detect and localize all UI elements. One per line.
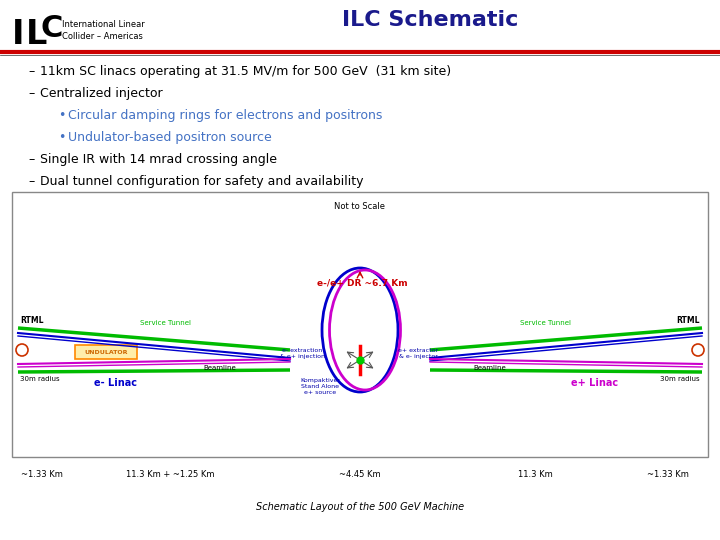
- Bar: [12, 192, 708, 457]
- Text: e- Linac: e- Linac: [94, 378, 137, 388]
- Text: ~4.45 Km: ~4.45 Km: [339, 470, 381, 479]
- Text: RTML: RTML: [20, 316, 43, 325]
- Text: Circular damping rings for electrons and positrons: Circular damping rings for electrons and…: [68, 109, 382, 122]
- Text: RTML: RTML: [677, 316, 700, 325]
- Bar: [75, 345, 137, 359]
- Text: e-/e+ DR ~6.7 Km: e-/e+ DR ~6.7 Km: [317, 278, 408, 287]
- Text: Single IR with 14 mrad crossing angle: Single IR with 14 mrad crossing angle: [40, 153, 277, 166]
- Text: e+ extractor
& e- injector: e+ extractor & e- injector: [398, 348, 438, 359]
- Text: UNDULATOR: UNDULATOR: [84, 349, 127, 354]
- Text: •: •: [58, 131, 66, 144]
- Text: Undulator-based positron source: Undulator-based positron source: [68, 131, 271, 144]
- Text: International Linear
Collider – Americas: International Linear Collider – Americas: [62, 20, 145, 41]
- Text: ILC Schematic: ILC Schematic: [342, 10, 518, 30]
- Text: –: –: [28, 65, 35, 78]
- Text: 11.3 Km: 11.3 Km: [518, 470, 552, 479]
- Text: Dual tunnel configuration for safety and availability: Dual tunnel configuration for safety and…: [40, 175, 364, 188]
- Text: Schematic Layout of the 500 GeV Machine: Schematic Layout of the 500 GeV Machine: [256, 502, 464, 512]
- Text: Centralized injector: Centralized injector: [40, 87, 163, 100]
- Text: Kompaktiver
Stand Alone
e+ source: Kompaktiver Stand Alone e+ source: [300, 378, 340, 395]
- Text: Beamline: Beamline: [204, 365, 236, 371]
- Text: I: I: [12, 18, 24, 51]
- Text: –: –: [28, 153, 35, 166]
- Text: L: L: [26, 18, 48, 51]
- Text: Beamline: Beamline: [474, 365, 506, 371]
- Text: 11.3 Km + ~1.25 Km: 11.3 Km + ~1.25 Km: [126, 470, 215, 479]
- Text: –: –: [28, 175, 35, 188]
- Text: Service Tunnel: Service Tunnel: [520, 320, 570, 326]
- Text: ~1.33 Km: ~1.33 Km: [647, 470, 689, 479]
- Text: e- extraction
& e+ injection: e- extraction & e+ injection: [279, 348, 325, 359]
- Text: 30m radius: 30m radius: [20, 376, 60, 382]
- Text: 11km SC linacs operating at 31.5 MV/m for 500 GeV  (31 km site): 11km SC linacs operating at 31.5 MV/m fo…: [40, 65, 451, 78]
- Text: C: C: [41, 14, 63, 43]
- Text: ~1.33 Km: ~1.33 Km: [21, 470, 63, 479]
- Text: •: •: [58, 109, 66, 122]
- Text: 30m radius: 30m radius: [660, 376, 700, 382]
- Text: –: –: [28, 87, 35, 100]
- Text: e+ Linac: e+ Linac: [572, 378, 618, 388]
- Text: Not to Scale: Not to Scale: [335, 202, 385, 211]
- Text: Service Tunnel: Service Tunnel: [140, 320, 191, 326]
